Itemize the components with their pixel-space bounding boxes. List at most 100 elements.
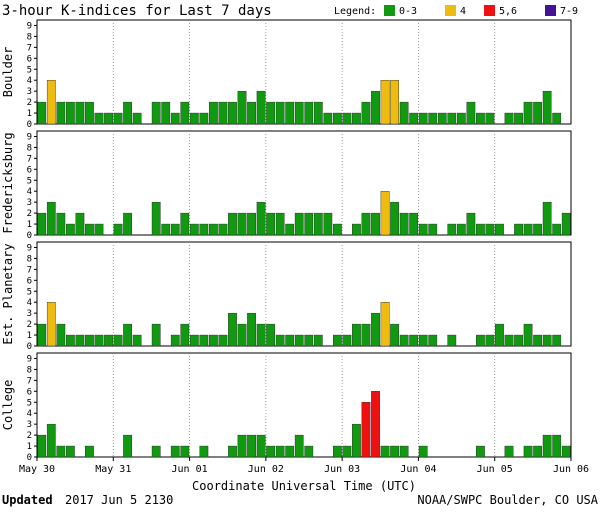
bar-0-5 — [85, 101, 94, 125]
bar-2-7 — [104, 334, 113, 347]
bar-0-3 — [66, 101, 75, 125]
ytick-label-1-0: 0 — [27, 231, 32, 241]
bar-1-52 — [533, 223, 542, 236]
panel-label-0: Boulder — [1, 47, 15, 98]
chart-title: 3-hour K-indices for Last 7 days — [2, 3, 272, 19]
bar-0-17 — [199, 112, 209, 125]
panel-frame-3 — [36, 352, 572, 458]
bar-2-34 — [361, 323, 371, 347]
bar-0-10 — [132, 112, 142, 125]
xtick-label-7: Jun 06 — [553, 464, 589, 475]
bar-0-0 — [37, 101, 47, 125]
bar-0-49 — [504, 112, 514, 125]
bar-2-43 — [447, 334, 457, 347]
panel-frame-2 — [36, 241, 572, 347]
bar-1-22 — [247, 212, 256, 236]
xtick-label-3: Jun 02 — [248, 464, 284, 475]
ytick-label-3-1: 1 — [27, 442, 32, 452]
ytick-label-2-1: 1 — [27, 331, 32, 341]
bar-2-50 — [514, 334, 523, 347]
bar-0-42 — [437, 112, 447, 125]
bar-0-52 — [533, 101, 542, 125]
bar-1-38 — [399, 212, 409, 236]
panel-label-2: Est. Planetary — [1, 243, 15, 344]
bar-0-32 — [342, 112, 352, 125]
bar-2-18 — [209, 334, 218, 347]
bar-0-28 — [304, 101, 314, 125]
bar-3-3 — [66, 445, 75, 458]
bar-2-23 — [256, 323, 266, 347]
bar-3-52 — [533, 445, 542, 458]
bar-0-39 — [409, 112, 419, 125]
bar-0-33 — [352, 112, 361, 125]
bar-1-2 — [56, 212, 66, 236]
bar-3-20 — [228, 445, 237, 458]
bar-1-33 — [352, 223, 361, 236]
ytick-label-0-6: 6 — [27, 54, 32, 64]
ytick-label-1-5: 5 — [27, 176, 32, 186]
ytick-label-0-1: 1 — [27, 109, 32, 119]
ytick-label-2-0: 0 — [27, 342, 32, 352]
ytick-label-3-3: 3 — [27, 420, 32, 430]
bar-2-4 — [75, 334, 85, 347]
bar-2-19 — [218, 334, 228, 347]
bar-1-29 — [313, 212, 323, 236]
bar-1-17 — [199, 223, 209, 236]
bar-1-28 — [304, 212, 314, 236]
bar-1-1 — [46, 201, 56, 236]
bar-0-20 — [228, 101, 237, 125]
bar-3-1 — [46, 423, 56, 458]
bar-2-6 — [94, 334, 104, 347]
bar-1-43 — [447, 223, 457, 236]
bar-0-8 — [113, 112, 123, 125]
bar-2-33 — [352, 323, 361, 347]
bar-1-21 — [237, 212, 247, 236]
bar-0-43 — [447, 112, 457, 125]
bar-3-9 — [123, 434, 132, 458]
source-credit: NOAA/SWPC Boulder, CO USA — [417, 493, 598, 507]
bar-0-44 — [456, 112, 466, 125]
ytick-label-1-8: 8 — [27, 143, 32, 153]
bar-3-0 — [37, 434, 47, 458]
ytick-label-1-7: 7 — [27, 154, 32, 164]
bar-1-54 — [552, 223, 562, 236]
bar-2-1 — [46, 302, 56, 347]
bar-2-32 — [342, 334, 352, 347]
panel-label-1: Fredericksburg — [1, 132, 15, 233]
bar-2-46 — [476, 334, 485, 347]
bar-0-26 — [285, 101, 295, 125]
bar-0-41 — [428, 112, 438, 125]
updated-value: 2017 Jun 5 2130 — [65, 493, 173, 507]
bar-2-21 — [237, 323, 247, 347]
ytick-label-2-6: 6 — [27, 276, 32, 286]
bar-1-31 — [333, 223, 342, 236]
bar-1-8 — [113, 223, 123, 236]
bar-3-15 — [180, 445, 190, 458]
bar-1-15 — [180, 212, 190, 236]
bar-3-14 — [170, 445, 180, 458]
bar-3-27 — [294, 434, 304, 458]
bar-1-6 — [94, 223, 104, 236]
bar-0-15 — [180, 101, 190, 125]
ytick-label-3-4: 4 — [27, 409, 32, 419]
ytick-label-1-6: 6 — [27, 165, 32, 175]
bar-1-9 — [123, 212, 132, 236]
bar-0-29 — [313, 101, 323, 125]
bar-1-4 — [75, 212, 85, 236]
ytick-label-0-8: 8 — [27, 32, 32, 42]
bar-0-45 — [466, 101, 476, 125]
bar-0-35 — [371, 90, 380, 125]
bar-0-24 — [266, 101, 275, 125]
bar-3-24 — [266, 445, 275, 458]
ytick-label-1-3: 3 — [27, 198, 32, 208]
bar-1-50 — [514, 223, 523, 236]
bar-1-20 — [228, 212, 237, 236]
bar-1-24 — [266, 212, 275, 236]
bar-0-16 — [189, 112, 199, 125]
bar-1-51 — [523, 223, 533, 236]
bar-2-53 — [542, 334, 552, 347]
bar-2-54 — [552, 334, 562, 347]
bar-2-12 — [151, 323, 161, 347]
